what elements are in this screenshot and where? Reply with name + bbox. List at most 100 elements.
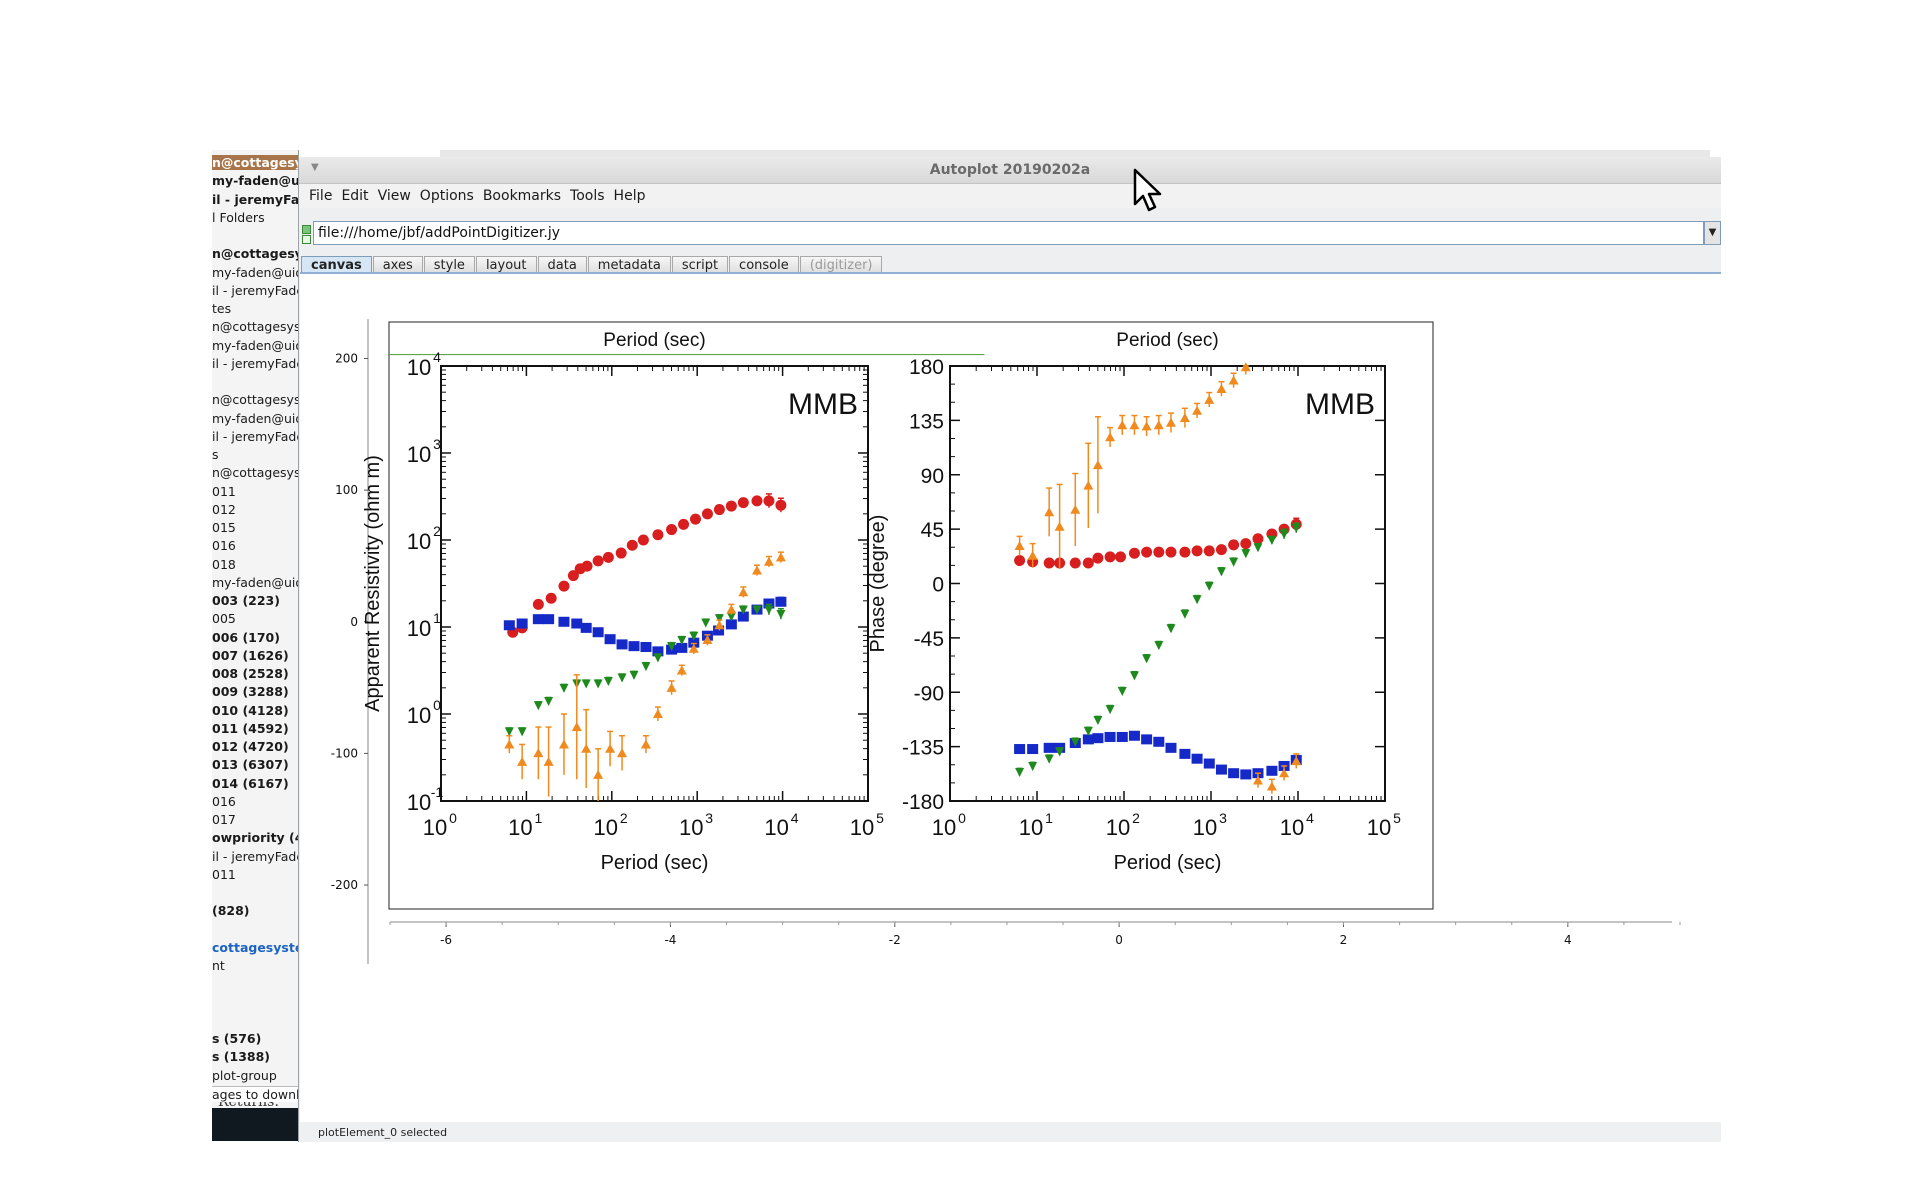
x-decade-label: 10 xyxy=(508,815,532,840)
data-point xyxy=(738,587,749,597)
y-tick-label: 135 xyxy=(909,410,944,433)
data-point xyxy=(581,679,591,689)
data-point xyxy=(629,670,639,680)
window-menu-icon[interactable]: ▼ xyxy=(311,162,319,173)
tab-layout[interactable]: layout xyxy=(475,256,537,274)
mail-folder-item[interactable]: 011 xyxy=(212,483,236,499)
mail-folder-item[interactable]: n@cottagesys xyxy=(212,155,298,170)
data-point xyxy=(1105,705,1115,715)
mail-folder-item[interactable]: my-faden@uio xyxy=(212,173,298,189)
y-tick-label: 0 xyxy=(932,574,944,597)
mail-folder-item[interactable]: 007 (1626) xyxy=(212,647,289,663)
mail-folder-item[interactable]: s xyxy=(212,447,219,462)
plot-canvas[interactable]: 200 100 0 -100 -200 -6 -4 -2 0 2 4 10 0 10 1 10 2 10 3 10 4 1… xyxy=(300,272,1721,1124)
mail-folder-item[interactable]: owpriority (42) xyxy=(212,830,298,846)
mail-folder-item[interactable]: 011 xyxy=(212,866,236,882)
data-point xyxy=(571,722,582,732)
data-point xyxy=(1092,733,1104,744)
tab-canvas[interactable]: canvas xyxy=(301,256,372,274)
data-point xyxy=(571,618,583,629)
data-point xyxy=(517,756,528,766)
data-point xyxy=(1240,362,1251,372)
data-point xyxy=(1215,764,1227,775)
data-point xyxy=(1216,567,1226,577)
tab-script[interactable]: script xyxy=(671,256,729,274)
menu-options[interactable]: Options xyxy=(419,188,474,204)
data-source-url-input[interactable] xyxy=(313,221,1704,245)
data-point xyxy=(776,609,786,619)
top-axis-title: Period (sec) xyxy=(603,330,705,351)
mail-folder-item[interactable]: 006 (170) xyxy=(212,629,280,645)
data-point xyxy=(1093,716,1103,726)
mail-folder-item[interactable]: il - jeremyFade xyxy=(212,355,299,371)
mail-folder-item[interactable]: l Folders xyxy=(212,209,265,225)
data-point xyxy=(1179,546,1191,558)
mail-folder-item[interactable]: il - jeremyFade xyxy=(212,428,299,444)
mail-folder-item[interactable]: 003 (223) xyxy=(212,593,280,608)
mail-folder-item[interactable]: nt xyxy=(212,958,225,973)
tab-data[interactable]: data xyxy=(537,256,587,274)
mail-folder-item[interactable]: 013 (6307) xyxy=(212,757,289,773)
tab-console[interactable]: console xyxy=(729,256,799,274)
tab-metadata[interactable]: metadata xyxy=(587,256,671,274)
mail-dark-strip xyxy=(212,1108,298,1141)
mail-folder-item[interactable]: my-faden@uiow xyxy=(212,410,298,426)
mail-folder-item[interactable]: n@cottagesyste xyxy=(212,465,298,481)
mail-folder-item[interactable]: (828) xyxy=(212,903,250,919)
mail-folder-item[interactable]: my-faden@uiow xyxy=(212,574,298,590)
mail-folder-item[interactable]: 008 (2528) xyxy=(212,666,289,681)
tab-style[interactable]: style xyxy=(423,256,475,274)
mail-folder-item[interactable]: ages to downlo xyxy=(212,1085,298,1102)
menu-file[interactable]: File xyxy=(309,188,333,204)
mail-folder-item[interactable]: il - jeremyFad xyxy=(212,191,299,207)
mail-folder-item[interactable]: my-faden@uiow xyxy=(212,264,298,280)
mail-folder-item[interactable]: 017 xyxy=(212,812,236,827)
mail-folder-item[interactable]: 018 xyxy=(212,556,236,572)
mail-folder-item[interactable]: n@cottagesyste xyxy=(212,319,298,335)
data-point xyxy=(666,524,678,536)
data-point xyxy=(688,637,700,648)
mail-folder-item[interactable]: 014 (6167) xyxy=(212,775,289,791)
menu-view[interactable]: View xyxy=(377,188,411,204)
data-point xyxy=(1117,420,1128,430)
mail-folder-item[interactable]: plot-group xyxy=(212,1067,277,1083)
menu-edit[interactable]: Edit xyxy=(341,188,369,204)
mail-folder-item[interactable]: 015 xyxy=(212,520,236,535)
mail-folder-item[interactable]: 011 (4592) xyxy=(212,720,289,736)
mail-folder-item[interactable]: n@cottagesys xyxy=(212,246,298,262)
menu-tools[interactable]: Tools xyxy=(570,188,605,204)
x-decade-label: 10 xyxy=(1367,815,1391,840)
embedded-chart-1: 10 0 10 1 10 2 10 3 10 4 10 518013590450-45-90-135-… xyxy=(867,330,1401,874)
mail-folder-item[interactable]: il - jeremyFade xyxy=(212,282,299,298)
mail-folder-item[interactable]: il - jeremyFade xyxy=(212,848,299,864)
x-decade-label: 10 xyxy=(594,815,618,840)
y-axis-title: Apparent Resistivity (ohm m) xyxy=(362,455,384,712)
mail-folder-item[interactable]: s (1388) xyxy=(212,1049,271,1065)
mail-folder-item[interactable]: 016 xyxy=(212,793,236,809)
data-point xyxy=(1252,775,1263,785)
mail-folder-item[interactable]: n@cottagesyste xyxy=(212,392,298,408)
menu-bookmarks[interactable]: Bookmarks xyxy=(482,188,562,204)
menu-bar: File Edit View Options Bookmarks Tools Help xyxy=(299,184,1721,208)
y-axis-title: Phase (degree) xyxy=(867,515,889,653)
mail-folder-item[interactable]: 005 xyxy=(212,611,236,627)
mail-folder-item[interactable]: 009 (3288) xyxy=(212,684,289,700)
data-point xyxy=(1054,521,1065,531)
url-dropdown-button[interactable]: ▼ xyxy=(1704,221,1721,245)
tab-axes[interactable]: axes xyxy=(372,256,423,274)
x-axis-title: Period (sec) xyxy=(1114,852,1222,874)
data-point xyxy=(543,756,554,766)
mail-folder-item[interactable]: tes xyxy=(212,301,232,316)
title-bar[interactable]: ▼ Autoplot 20190202a xyxy=(299,157,1721,184)
mail-folder-item[interactable]: 012 (4720) xyxy=(212,739,289,754)
data-point xyxy=(1082,557,1094,569)
mail-folder-item[interactable]: 016 xyxy=(212,538,236,554)
mail-folder-item[interactable]: 010 (4128) xyxy=(212,702,289,718)
data-point xyxy=(737,497,749,509)
mail-folder-item[interactable]: 012 xyxy=(212,501,236,517)
menu-help[interactable]: Help xyxy=(613,188,646,204)
mail-folder-item[interactable]: cottagesysten xyxy=(212,939,298,955)
mail-folder-item[interactable]: s (576) xyxy=(212,1031,262,1046)
mail-folder-item[interactable]: my-faden@uiow xyxy=(212,337,298,353)
